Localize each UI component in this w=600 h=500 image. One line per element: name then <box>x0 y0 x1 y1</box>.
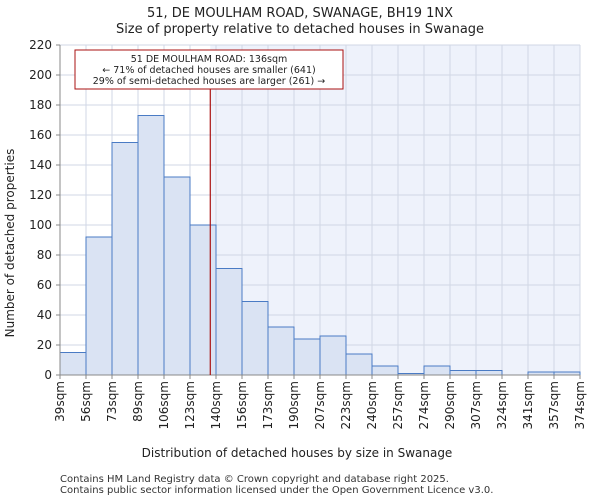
x-tick-label: 39sqm <box>53 381 67 422</box>
x-tick-label: 207sqm <box>313 381 327 429</box>
x-tick-label: 357sqm <box>547 381 561 429</box>
x-tick-label: 307sqm <box>469 381 483 429</box>
bar-240sqm <box>371 365 399 376</box>
chart-title: 51, DE MOULHAM ROAD, SWANAGE, BH19 1NX <box>146 6 454 21</box>
x-tick-label: 341sqm <box>521 381 535 429</box>
footer-line-1: Contains HM Land Registry data © Crown c… <box>60 474 449 485</box>
y-axis-label: Number of detached properties <box>3 149 17 338</box>
x-tick-label: 140sqm <box>209 381 223 429</box>
x-tick-label: 324sqm <box>495 381 509 429</box>
y-tick-label: 220 <box>29 38 52 52</box>
y-tick-label: 20 <box>37 338 52 352</box>
footer-line-2: Contains public sector information licen… <box>60 485 494 496</box>
annotation-box: 51 DE MOULHAM ROAD: 136sqm ← 71% of deta… <box>74 49 344 90</box>
bar-39sqm <box>59 352 87 376</box>
x-tick-label: 89sqm <box>131 381 145 422</box>
bar-190sqm <box>293 338 321 376</box>
bar-73sqm <box>111 142 139 376</box>
chart-subtitle: Size of property relative to detached ho… <box>115 22 485 37</box>
bar-156sqm <box>241 301 269 376</box>
y-tick-label: 60 <box>37 278 52 292</box>
x-tick-label: 173sqm <box>261 381 275 429</box>
bar-123sqm <box>189 224 217 376</box>
x-tick-label: 56sqm <box>79 381 93 422</box>
y-tick-label: 100 <box>29 218 52 232</box>
bar-89sqm <box>137 115 165 376</box>
x-tick-label: 190sqm <box>287 381 301 429</box>
bar-207sqm <box>319 335 347 376</box>
x-axis-label: Distribution of detached houses by size … <box>142 446 453 460</box>
bar-106sqm <box>163 176 191 376</box>
y-tick-label: 120 <box>29 188 52 202</box>
y-tick-label: 140 <box>29 158 52 172</box>
bar-274sqm <box>423 365 451 376</box>
y-tick-label: 200 <box>29 68 52 82</box>
x-tick-label: 123sqm <box>183 381 197 429</box>
annotation-line-3: 29% of semi-detached houses are larger (… <box>93 76 326 87</box>
annotation-line-1: 51 DE MOULHAM ROAD: 136sqm <box>131 54 288 65</box>
bar-290sqm <box>449 370 477 376</box>
y-tick-label: 0 <box>44 368 52 382</box>
x-tick-label: 290sqm <box>443 381 457 429</box>
y-tick-label: 160 <box>29 128 52 142</box>
bar-56sqm <box>85 236 113 376</box>
bar-307sqm <box>475 370 503 376</box>
x-tick-label: 106sqm <box>157 381 171 429</box>
bar-173sqm <box>267 326 295 376</box>
y-tick-label: 40 <box>37 308 52 322</box>
x-tick-label: 374sqm <box>573 381 587 429</box>
y-tick-label: 80 <box>37 248 52 262</box>
annotation-line-2: ← 71% of detached houses are smaller (64… <box>102 65 315 76</box>
bar-223sqm <box>345 353 373 376</box>
x-tick-label: 257sqm <box>391 381 405 429</box>
x-tick-label: 240sqm <box>365 381 379 429</box>
x-tick-label: 274sqm <box>417 381 431 429</box>
x-tick-label: 223sqm <box>339 381 353 429</box>
x-tick-label: 73sqm <box>105 381 119 422</box>
bar-140sqm <box>215 268 243 376</box>
x-tick-label: 156sqm <box>235 381 249 429</box>
y-tick-label: 180 <box>29 98 52 112</box>
larger-region-shade <box>210 45 580 375</box>
